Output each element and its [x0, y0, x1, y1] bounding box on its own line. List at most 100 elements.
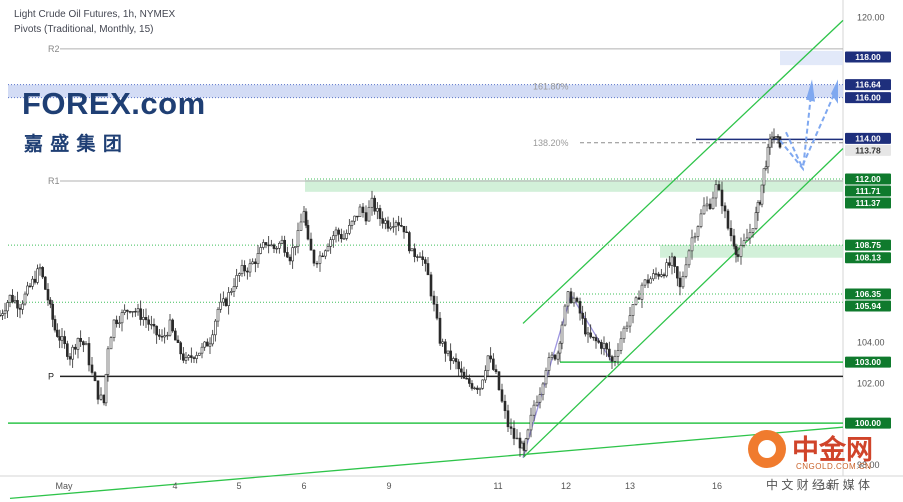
price-label-box [845, 144, 891, 156]
cngold-watermark: 中金网 CNGOLD.COM.CN 中 文 财 经 新 媒 体 [748, 426, 898, 496]
price-label-text: 116.00 [855, 93, 881, 103]
resistance-zone-116 [8, 84, 843, 98]
candle-body [63, 336, 66, 345]
candle-body [93, 372, 97, 382]
candle-body [131, 311, 134, 313]
candle-body [99, 394, 103, 400]
candle-body [515, 437, 519, 440]
candle-body [625, 325, 629, 329]
candle-body [56, 329, 59, 337]
price-label-box [845, 79, 891, 91]
cngold-tagline: 中 文 财 经 新 媒 体 [766, 478, 871, 492]
candle-body [182, 353, 185, 361]
candle-body [754, 212, 758, 229]
x-tick-label: 11 [493, 481, 502, 491]
candle-body [321, 255, 324, 258]
resistance-zone-118 [780, 50, 843, 66]
candle-body [558, 342, 562, 354]
candle-body [288, 256, 292, 262]
candle-body [600, 342, 603, 349]
fib-label-0: 161.80% [533, 81, 569, 91]
x-tick-label: May [55, 481, 73, 491]
candle-body [652, 273, 655, 280]
candle-body [350, 220, 354, 226]
candle-body [18, 307, 22, 310]
candle-body [82, 341, 85, 346]
price-label-box [845, 356, 891, 368]
candle-body [711, 197, 715, 210]
candle-body [208, 343, 212, 347]
candle-body [51, 303, 54, 320]
candle-body [584, 318, 587, 335]
candle-body [586, 332, 590, 335]
candle-body [500, 389, 504, 402]
x-tick-label: 16 [712, 481, 722, 491]
candle-body [203, 341, 206, 348]
candle-body [405, 231, 408, 234]
candle-body [340, 234, 343, 240]
candle-body [602, 343, 606, 349]
candle-body [592, 336, 595, 339]
candle-body [251, 261, 254, 265]
candle-body [613, 355, 617, 362]
candle-body [150, 323, 153, 326]
candle-body [605, 343, 608, 350]
candle-body [426, 263, 430, 276]
candle-body [429, 274, 433, 297]
candle-body [384, 220, 387, 224]
forex-logo-chinese: 嘉 盛 集 团 [24, 134, 123, 155]
candle-body [756, 202, 760, 213]
candle-body [361, 206, 365, 213]
candle-body [608, 348, 611, 357]
candle-body [84, 343, 88, 346]
candle-body [589, 332, 592, 338]
candle-body [736, 254, 740, 257]
x-tick-label: 5 [236, 481, 241, 491]
x-tick-label: 9 [386, 481, 391, 491]
candle-body [68, 356, 72, 360]
candle-body [115, 319, 118, 325]
candle-body [139, 308, 142, 320]
candle-body [702, 205, 706, 215]
candle-body [484, 370, 487, 381]
candle-body [53, 319, 57, 331]
candle-body [538, 394, 542, 403]
candle-body [673, 256, 676, 267]
x-tick-label: 4 [172, 481, 177, 491]
cngold-brand: 中金网 [792, 435, 873, 465]
candle-body [76, 338, 80, 350]
candle-body [60, 336, 64, 341]
candle-body [118, 322, 121, 325]
candle-body [441, 341, 444, 344]
candle-body [705, 203, 709, 207]
candle-body [147, 319, 150, 325]
candle-body [238, 273, 241, 276]
candle-body [235, 275, 238, 287]
candle-body [452, 358, 455, 362]
candle-body [106, 348, 110, 375]
candle-body [243, 265, 246, 272]
candle-body [192, 357, 196, 359]
projection-arrow-a [806, 79, 815, 102]
candle-body [397, 222, 400, 226]
candle-body [358, 206, 362, 217]
candle-body [222, 298, 225, 303]
candle-body [6, 302, 9, 312]
candle-body [109, 337, 113, 350]
candle-body [11, 294, 14, 303]
candle-body [378, 208, 382, 219]
candle-body [120, 312, 124, 324]
candle-body [413, 248, 416, 257]
candle-body [435, 303, 439, 319]
candle-body [766, 146, 770, 168]
candle-body [670, 256, 674, 266]
candle-body [227, 292, 230, 306]
candle-body [158, 334, 161, 337]
candle-body [503, 400, 507, 412]
candle-body [454, 358, 458, 363]
candle-body [270, 244, 273, 247]
price-label-text: 111.71 [855, 186, 880, 196]
candle-body [36, 268, 39, 283]
candle-body [681, 275, 685, 288]
